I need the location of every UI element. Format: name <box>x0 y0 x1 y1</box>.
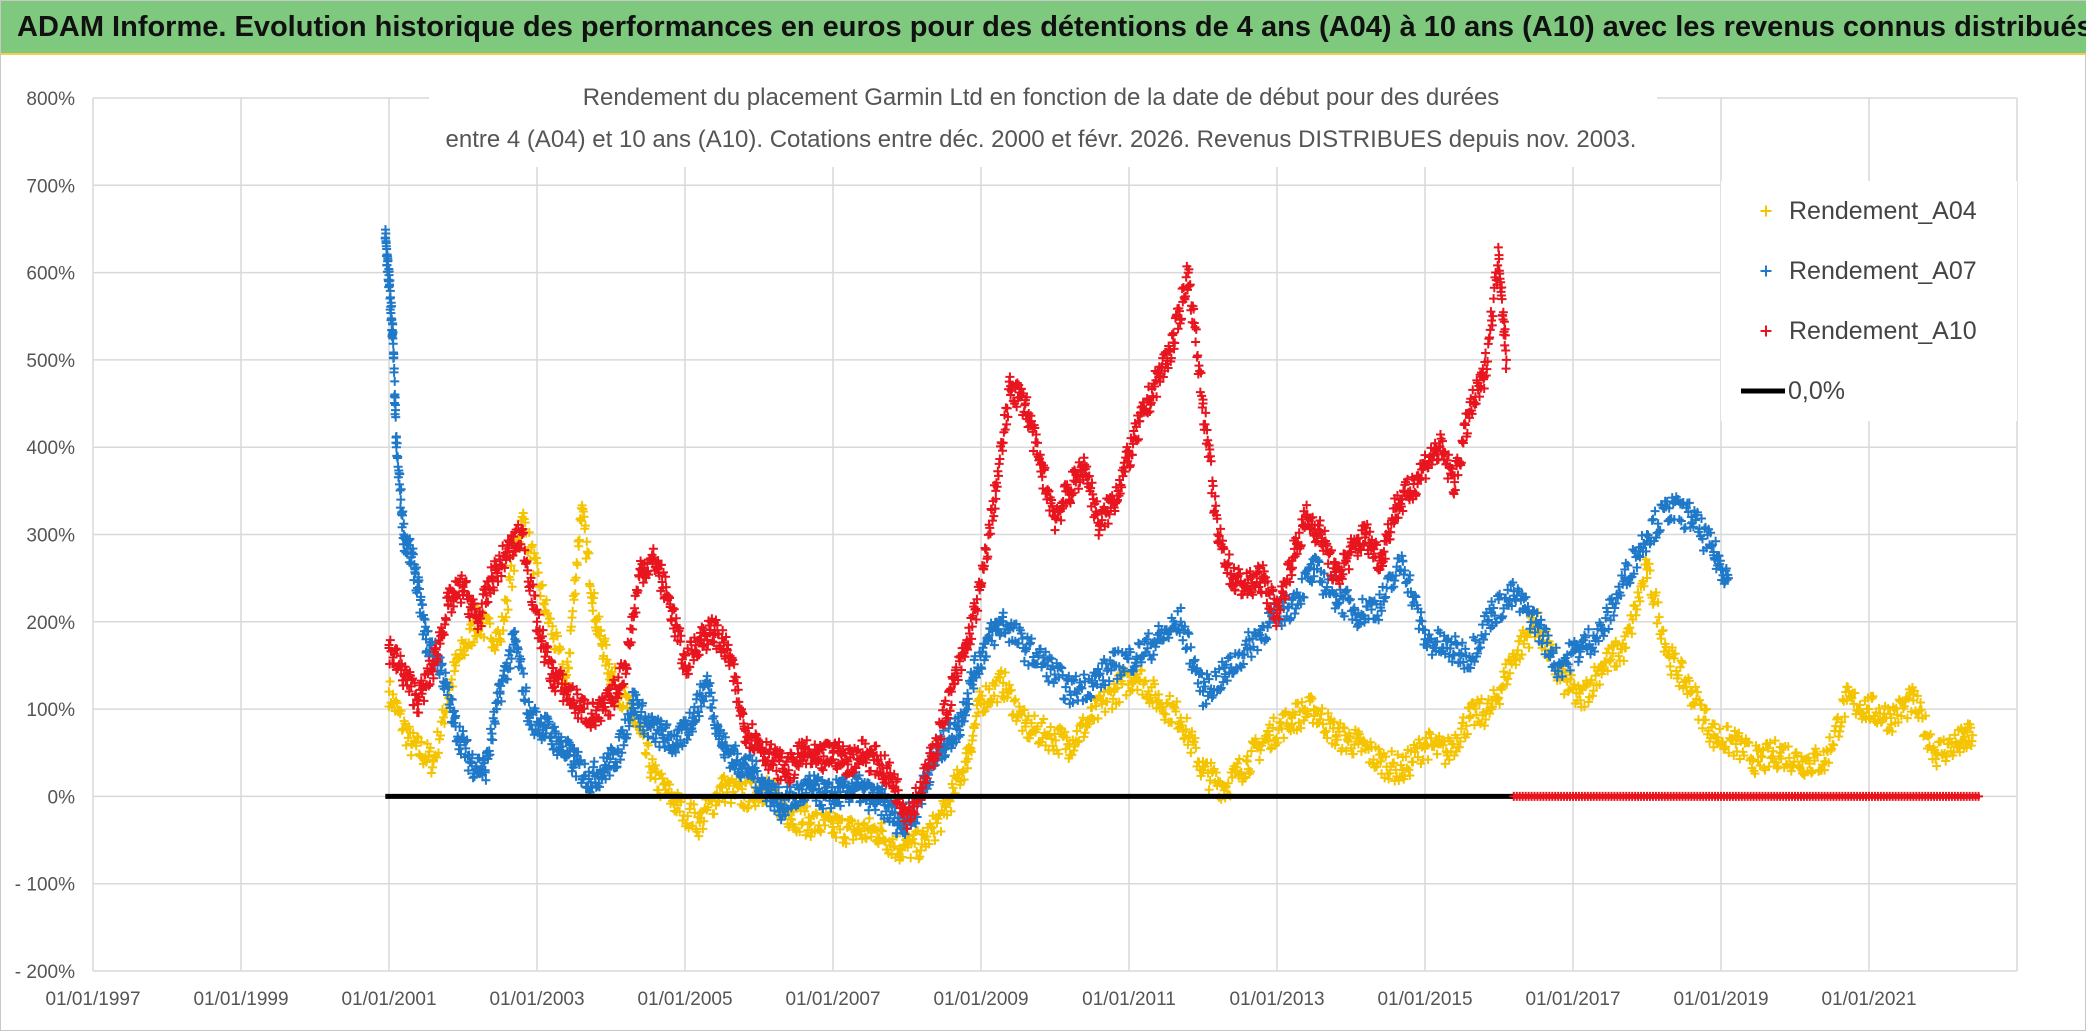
x-tick-label: 01/01/1997 <box>45 989 140 1010</box>
y-tick-label: 100% <box>26 700 75 721</box>
x-tick-label: 01/01/2015 <box>1377 989 1472 1010</box>
x-tick-label: 01/01/2005 <box>637 989 732 1010</box>
y-tick-label: 200% <box>26 613 75 634</box>
x-tick-label: 01/01/2013 <box>1229 989 1324 1010</box>
y-tick-label: 600% <box>26 264 75 285</box>
y-tick-label: 300% <box>26 526 75 547</box>
x-tick-label: 01/01/2011 <box>1082 989 1176 1010</box>
y-tick-label: 500% <box>26 351 75 372</box>
y-tick-label: 800% <box>26 89 75 110</box>
x-tick-label: 01/01/1999 <box>193 989 288 1010</box>
y-tick-label: - 200% <box>15 962 75 983</box>
y-tick-label: - 100% <box>15 875 75 896</box>
x-tick-label: 01/01/2017 <box>1525 989 1620 1010</box>
x-tick-label: 01/01/2007 <box>785 989 880 1010</box>
y-tick-label: 400% <box>26 438 75 459</box>
x-tick-label: 01/01/2009 <box>933 989 1028 1010</box>
y-tick-label: 700% <box>26 176 75 197</box>
x-tick-label: 01/01/2021 <box>1821 989 1916 1010</box>
y-tick-label: 0% <box>48 787 76 808</box>
x-tick-label: 01/01/2019 <box>1673 989 1768 1010</box>
x-tick-label: 01/01/2003 <box>489 989 584 1010</box>
x-tick-label: 01/01/2001 <box>341 989 436 1010</box>
